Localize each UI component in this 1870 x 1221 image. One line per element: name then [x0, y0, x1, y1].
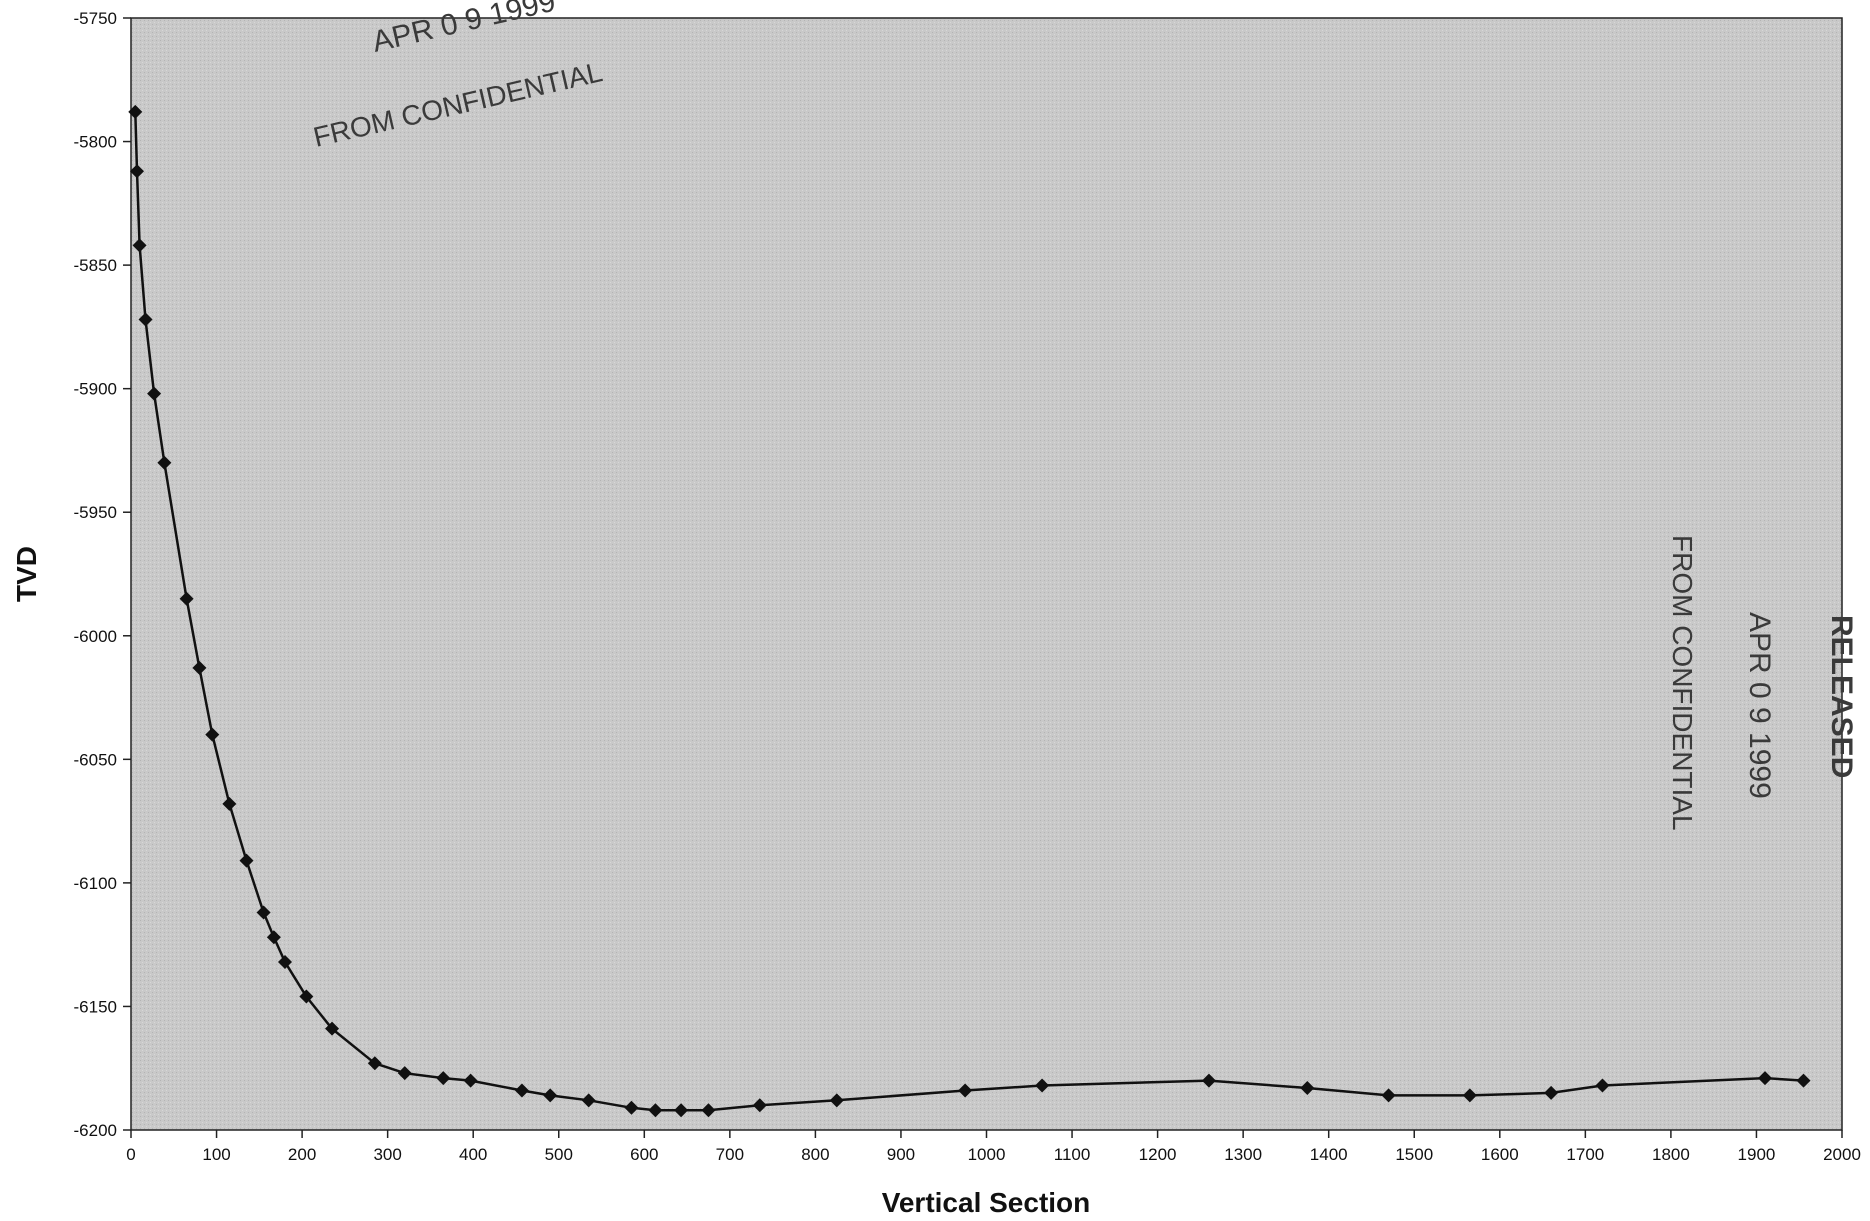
y-tick-label: -6050 — [74, 750, 117, 769]
x-tick-label: 100 — [202, 1145, 230, 1164]
data-point — [299, 989, 314, 1004]
x-tick-label: 1500 — [1395, 1145, 1433, 1164]
data-point — [752, 1098, 767, 1113]
data-point — [514, 1083, 529, 1098]
data-point — [648, 1103, 663, 1118]
y-tick-label: -6000 — [74, 627, 117, 646]
x-tick-label: 1700 — [1566, 1145, 1604, 1164]
data-point — [192, 660, 207, 675]
x-tick-label: 200 — [288, 1145, 316, 1164]
x-tick-label: 500 — [545, 1145, 573, 1164]
data-point — [701, 1103, 716, 1118]
y-tick-label: -6200 — [74, 1121, 117, 1140]
data-point — [129, 164, 144, 179]
data-point — [138, 312, 153, 327]
data-point — [463, 1073, 478, 1088]
x-tick-label: 0 — [126, 1145, 135, 1164]
data-point — [1796, 1073, 1811, 1088]
data-point — [266, 930, 281, 945]
data-point — [1035, 1078, 1050, 1093]
x-tick-label: 1100 — [1054, 1145, 1091, 1164]
y-tick-label: -5950 — [74, 503, 117, 522]
stamp-released: RELEASED — [1825, 615, 1858, 778]
y-axis: -5750 -5800 -5850 -5900 -5950 -6000 -6050 -6100… — [74, 9, 131, 1140]
data-point — [436, 1071, 451, 1086]
data-point — [1300, 1080, 1315, 1095]
x-tick-label: 400 — [459, 1145, 487, 1164]
data-point — [829, 1093, 844, 1108]
data-point — [1201, 1073, 1216, 1088]
data-point — [1381, 1088, 1396, 1103]
stamp-right-text: FROM CONFIDENTIAL — [1667, 535, 1698, 831]
data-point — [157, 455, 172, 470]
y-tick-label: -5900 — [74, 380, 117, 399]
data-series — [128, 104, 1811, 1118]
data-point — [147, 386, 162, 401]
stamp-right-date: APR 0 9 1999 — [1743, 612, 1776, 799]
y-tick-label: -6100 — [74, 874, 117, 893]
x-tick-label: 1900 — [1738, 1145, 1776, 1164]
y-tick-label: -5800 — [74, 133, 117, 152]
data-point — [367, 1056, 382, 1071]
x-tick-label: 1400 — [1310, 1145, 1348, 1164]
data-point — [179, 591, 194, 606]
data-point — [239, 853, 254, 868]
data-point — [277, 954, 292, 969]
x-tick-label: 1000 — [968, 1145, 1006, 1164]
x-axis: 0 100 200 300 400 500 600 700 800 900 1000 1100 1200… — [126, 1130, 1861, 1164]
data-point — [958, 1083, 973, 1098]
data-point — [1544, 1085, 1559, 1100]
data-point — [325, 1021, 340, 1036]
data-point — [624, 1100, 639, 1115]
data-point — [397, 1066, 412, 1081]
data-point — [205, 727, 220, 742]
data-point — [1595, 1078, 1610, 1093]
y-tick-label: -6150 — [74, 997, 117, 1016]
y-axis-title: TVD — [11, 546, 42, 602]
data-point — [1462, 1088, 1477, 1103]
x-tick-label: 1600 — [1481, 1145, 1519, 1164]
data-point — [222, 796, 237, 811]
data-point — [128, 104, 143, 119]
data-point — [581, 1093, 596, 1108]
x-tick-label: 700 — [716, 1145, 744, 1164]
x-tick-label: 300 — [373, 1145, 401, 1164]
x-tick-label: 1800 — [1652, 1145, 1690, 1164]
x-tick-label: 1300 — [1224, 1145, 1262, 1164]
data-point — [132, 238, 147, 253]
x-tick-label: 900 — [887, 1145, 915, 1164]
x-axis-title: Vertical Section — [882, 1187, 1091, 1218]
data-point — [674, 1103, 689, 1118]
data-point — [1758, 1071, 1773, 1086]
y-tick-label: -5850 — [74, 256, 117, 275]
x-tick-label: 1200 — [1139, 1145, 1177, 1164]
x-tick-label: 800 — [801, 1145, 829, 1164]
x-tick-label: 600 — [630, 1145, 658, 1164]
data-point — [543, 1088, 558, 1103]
x-tick-label: 2000 — [1823, 1145, 1861, 1164]
y-tick-label: -5750 — [74, 9, 117, 28]
plot-area — [130, 17, 1843, 1131]
data-point — [256, 905, 271, 920]
